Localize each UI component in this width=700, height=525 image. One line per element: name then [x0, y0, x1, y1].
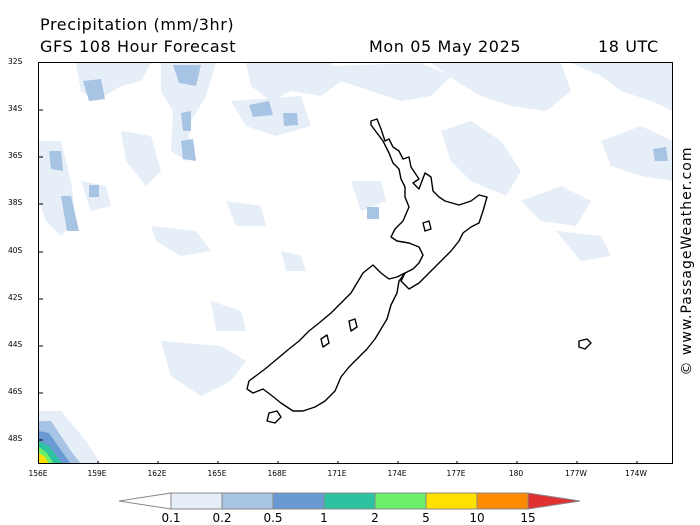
lat-label-32s: 32S	[8, 57, 23, 66]
colorbar-label-1: 1	[320, 511, 328, 525]
colorbar-label-15: 15	[520, 511, 536, 525]
colorbar-bin-5	[374, 492, 427, 510]
lat-label-38s: 38S	[8, 198, 23, 207]
lat-label-36s: 36S	[8, 151, 23, 160]
lon-label-177e: 177E	[446, 469, 466, 478]
colorbar-label-0-2: 0.2	[212, 511, 232, 525]
axis-ticks	[39, 109, 638, 463]
map-svg	[39, 63, 672, 463]
lon-label-162e: 162E	[147, 469, 167, 478]
forecast-label: GFS 108 Hour Forecast	[40, 37, 237, 56]
colorbar-label-2: 2	[371, 511, 379, 525]
lon-label-174w: 174W	[625, 469, 647, 478]
heavy-precip-areas	[39, 431, 71, 463]
north-island-coastline	[370, 118, 488, 290]
colorbar-label-5: 5	[422, 511, 430, 525]
lon-label-159e: 159E	[87, 469, 107, 478]
lon-label-180: 180	[508, 469, 524, 478]
colorbar-bin-7	[476, 492, 529, 510]
colorbar-bin-3	[272, 492, 325, 510]
site-credit: © www.PassageWeather.com	[679, 146, 695, 376]
coastlines	[246, 118, 592, 424]
lat-label-48s: 48S	[8, 434, 23, 443]
colorbar-label-0-5: 0.5	[263, 511, 283, 525]
colorbar-label-10: 10	[469, 511, 485, 525]
colorbar-bin-4	[323, 492, 376, 510]
lon-label-165e: 165E	[207, 469, 227, 478]
lon-label-177w: 177W	[565, 469, 587, 478]
colorbar-bin-6	[425, 492, 478, 510]
lon-label-168e: 168E	[267, 469, 287, 478]
precipitation-shading	[39, 63, 672, 463]
forecast-date: Mon 05 May 2025	[369, 37, 522, 56]
chart-title: Precipitation (mm/3hr)	[40, 15, 235, 34]
lat-label-44s: 44S	[8, 340, 23, 349]
south-island-coastline	[246, 264, 406, 412]
lat-label-34s: 34S	[8, 104, 23, 113]
lat-label-40s: 40S	[8, 246, 23, 255]
precip-colorbar	[118, 492, 581, 510]
chatham-islands-coastline	[578, 338, 592, 350]
lon-label-156e: 156E	[28, 469, 48, 478]
map-panel	[38, 62, 673, 464]
forecast-time: 18 UTC	[598, 37, 659, 56]
colorbar-bin-1	[170, 492, 223, 510]
light-precip-areas	[39, 63, 672, 463]
lat-label-42s: 42S	[8, 293, 23, 302]
colorbar-lower-arrow	[118, 492, 172, 510]
colorbar-upper-arrow	[527, 492, 581, 510]
colorbar-label-0-1: 0.1	[161, 511, 181, 525]
lon-label-171e: 171E	[327, 469, 347, 478]
colorbar-bin-2	[221, 492, 274, 510]
lon-label-174e: 174E	[387, 469, 407, 478]
moderate-precip-areas	[39, 65, 668, 463]
stewart-island-coastline	[266, 410, 282, 424]
lat-label-46s: 46S	[8, 387, 23, 396]
